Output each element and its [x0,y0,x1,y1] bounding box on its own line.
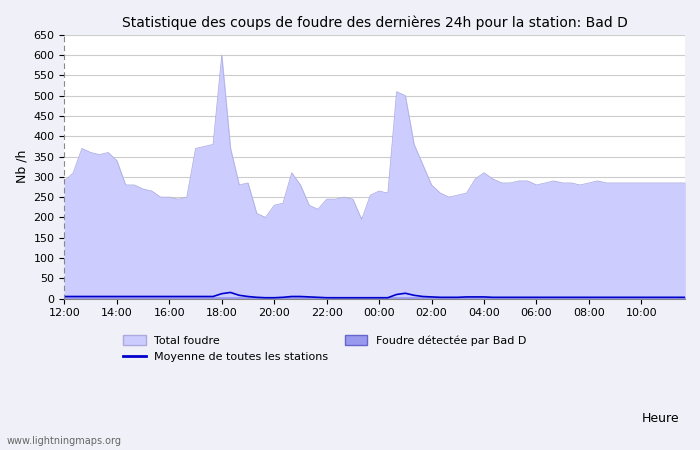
Legend: Total foudre, Moyenne de toutes les stations, Foudre détectée par Bad D: Total foudre, Moyenne de toutes les stat… [119,331,531,367]
Title: Statistique des coups de foudre des dernières 24h pour la station: Bad D: Statistique des coups de foudre des dern… [122,15,628,30]
Text: www.lightningmaps.org: www.lightningmaps.org [7,436,122,446]
Text: Heure: Heure [641,412,679,425]
Y-axis label: Nb /h: Nb /h [15,150,28,183]
